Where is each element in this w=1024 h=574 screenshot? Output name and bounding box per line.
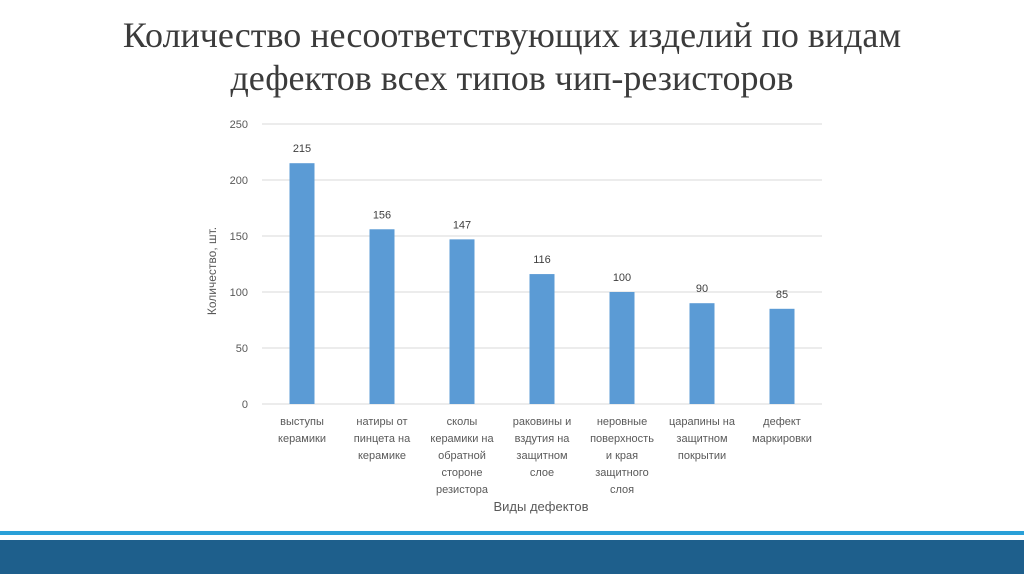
x-tick-label-line: резистора: [436, 484, 489, 496]
x-tick-label-line: и края: [606, 450, 638, 462]
bar: [369, 229, 395, 404]
x-tick-label: выступы керамики: [278, 416, 326, 445]
y-tick-label: 200: [230, 175, 248, 187]
x-tick-label-line: слоя: [610, 484, 634, 496]
x-tick-label-line: раковины и: [513, 416, 571, 428]
x-tick-label-line: защитном: [676, 433, 727, 445]
bar: [689, 303, 715, 404]
footer-band: [0, 540, 1024, 574]
x-tick-label-line: защитного: [595, 467, 648, 479]
x-tick-label: царапины на защитном покрытии: [669, 416, 736, 462]
x-tick-label-line: керамике: [358, 450, 406, 462]
data-label: 85: [776, 289, 788, 301]
x-tick-label: раковины и вздутия на защитном слое: [513, 416, 571, 479]
x-tick-label-line: обратной: [438, 450, 486, 462]
bar: [449, 239, 475, 404]
data-label: 215: [293, 143, 311, 155]
x-tick-label-line: неровные: [597, 416, 647, 428]
y-tick-label: 100: [230, 287, 248, 299]
x-axis-ticks: выступы керамики натиры от пинцета на керами…: [278, 416, 812, 496]
slide-title-line-1: Количество несоответствующих изделий по …: [122, 15, 902, 55]
y-tick-label: 150: [230, 231, 248, 243]
x-tick-label-line: стороне: [442, 467, 483, 479]
x-tick-label-line: сколы: [447, 416, 478, 428]
x-tick-label-line: защитном: [516, 450, 567, 462]
x-tick-label-line: поверхность: [590, 433, 654, 445]
data-label: 90: [696, 283, 708, 295]
x-tick-label-line: керамики на: [430, 433, 494, 445]
x-tick-label-line: слое: [530, 467, 554, 479]
data-label: 147: [453, 219, 471, 231]
x-tick-label-line: царапины на: [669, 416, 736, 428]
x-tick-label-line: выступы: [280, 416, 324, 428]
bar: [529, 274, 555, 404]
x-tick-label: сколы керамики на обратной стороне резистора: [430, 416, 494, 496]
bar: [609, 292, 635, 404]
x-tick-label-line: пинцета на: [354, 433, 411, 445]
data-labels: 215 156 147 116 100 90 85: [293, 143, 788, 301]
y-tick-label: 0: [242, 399, 248, 411]
x-tick-label: неровные поверхность и края защитного слоя: [590, 416, 654, 496]
bar: [769, 308, 795, 404]
data-label: 100: [613, 272, 631, 284]
y-axis-label: Количество, шт.: [205, 227, 219, 315]
x-tick-label-line: керамики: [278, 433, 326, 445]
y-axis-ticks: 0 50 100 150 200 250: [230, 119, 248, 411]
slide-title: Количество несоответствующих изделий по …: [0, 14, 1024, 100]
x-tick-label-line: маркировки: [752, 433, 812, 445]
bars: [289, 163, 795, 404]
slide-title-line-2: дефектов всех типов чип-резисторов: [230, 58, 794, 98]
x-tick-label-line: натиры от: [356, 416, 407, 428]
data-label: 156: [373, 209, 391, 221]
x-tick-label-line: дефект: [763, 416, 801, 428]
x-axis-label: Виды дефектов: [494, 499, 589, 514]
x-tick-label: дефект маркировки: [752, 416, 812, 445]
data-label: 116: [533, 254, 551, 266]
y-tick-label: 250: [230, 119, 248, 131]
x-tick-label-line: покрытии: [678, 450, 726, 462]
bar: [289, 163, 315, 404]
x-tick-label-line: вздутия на: [515, 433, 571, 445]
y-tick-label: 50: [236, 343, 248, 355]
bar-chart: 0 50 100 150 200 250 215 156 147 116 100 90 85 выст…: [205, 119, 822, 514]
footer-accent-line: [0, 531, 1024, 535]
x-tick-label: натиры от пинцета на керамике: [354, 416, 411, 462]
